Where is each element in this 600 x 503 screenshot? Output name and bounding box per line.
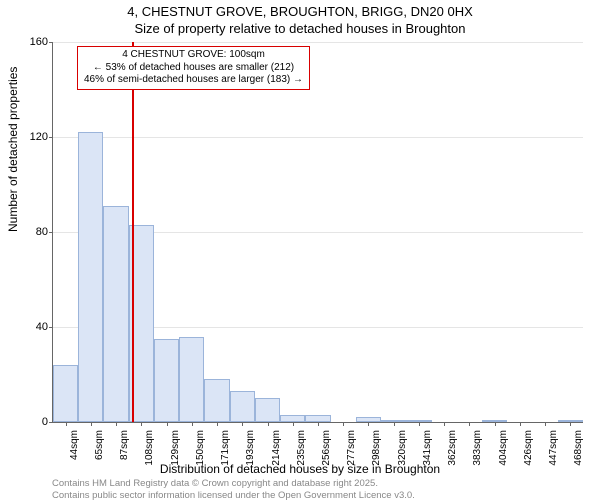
- ytick-label: 120: [18, 131, 48, 143]
- xtick-mark: [520, 422, 521, 426]
- annotation-l3: 46% of semi-detached houses are larger (…: [84, 74, 303, 87]
- annotation-box: 4 CHESTNUT GROVE: 100sqm ← 53% of detach…: [77, 46, 310, 90]
- bar: [179, 337, 204, 423]
- xtick-mark: [545, 422, 546, 426]
- xtick-label: 383sqm: [472, 430, 483, 466]
- xtick-label: 87sqm: [119, 430, 130, 460]
- xtick-mark: [318, 422, 319, 426]
- bar: [204, 379, 229, 422]
- xtick-mark: [192, 422, 193, 426]
- xtick-label: 108sqm: [144, 430, 155, 466]
- xtick-label: 468sqm: [573, 430, 584, 466]
- xtick-label: 404sqm: [498, 430, 509, 466]
- xtick-label: 129sqm: [170, 430, 181, 466]
- bar: [305, 415, 330, 422]
- xtick-label: 426sqm: [523, 430, 534, 466]
- xtick-mark: [293, 422, 294, 426]
- xtick-mark: [343, 422, 344, 426]
- ytick-label: 40: [18, 321, 48, 333]
- title-line2: Size of property relative to detached ho…: [0, 21, 600, 38]
- xtick-mark: [116, 422, 117, 426]
- ytick-label: 0: [18, 416, 48, 428]
- ytick-label: 80: [18, 226, 48, 238]
- xtick-mark: [242, 422, 243, 426]
- xtick-label: 256sqm: [321, 430, 332, 466]
- y-axis-label: Number of detached properties: [6, 67, 20, 232]
- xtick-mark: [444, 422, 445, 426]
- xtick-label: 320sqm: [397, 430, 408, 466]
- xtick-label: 44sqm: [69, 430, 80, 460]
- bar: [230, 391, 255, 422]
- xtick-mark: [268, 422, 269, 426]
- xtick-label: 214sqm: [271, 430, 282, 466]
- bar: [53, 365, 78, 422]
- xtick-mark: [495, 422, 496, 426]
- xtick-label: 298sqm: [371, 430, 382, 466]
- reference-line: [132, 42, 134, 422]
- xtick-label: 193sqm: [245, 430, 256, 466]
- ytick-mark: [49, 232, 53, 233]
- attr-l2: Contains public sector information licen…: [52, 490, 415, 502]
- bar: [255, 398, 280, 422]
- histogram-chart: 4, CHESTNUT GROVE, BROUGHTON, BRIGG, DN2…: [0, 0, 600, 500]
- annotation-l2: ← 53% of detached houses are smaller (21…: [84, 62, 303, 75]
- xtick-label: 362sqm: [447, 430, 458, 466]
- chart-title: 4, CHESTNUT GROVE, BROUGHTON, BRIGG, DN2…: [0, 4, 600, 38]
- xtick-label: 277sqm: [346, 430, 357, 466]
- xtick-mark: [368, 422, 369, 426]
- xtick-mark: [469, 422, 470, 426]
- title-line1: 4, CHESTNUT GROVE, BROUGHTON, BRIGG, DN2…: [0, 4, 600, 21]
- xtick-mark: [217, 422, 218, 426]
- attr-l1: Contains HM Land Registry data © Crown c…: [52, 478, 415, 490]
- bar: [280, 415, 305, 422]
- xtick-label: 447sqm: [548, 430, 559, 466]
- xtick-label: 171sqm: [220, 430, 231, 466]
- x-axis-label: Distribution of detached houses by size …: [0, 462, 600, 476]
- ytick-mark: [49, 327, 53, 328]
- xtick-label: 235sqm: [296, 430, 307, 466]
- ytick-label: 160: [18, 36, 48, 48]
- xtick-mark: [394, 422, 395, 426]
- ytick-mark: [49, 137, 53, 138]
- plot-area: 4 CHESTNUT GROVE: 100sqm ← 53% of detach…: [52, 42, 583, 423]
- xtick-mark: [141, 422, 142, 426]
- xtick-mark: [91, 422, 92, 426]
- annotation-l1: 4 CHESTNUT GROVE: 100sqm: [84, 49, 303, 62]
- xtick-label: 341sqm: [422, 430, 433, 466]
- bar: [154, 339, 179, 422]
- xtick-mark: [66, 422, 67, 426]
- xtick-label: 150sqm: [195, 430, 206, 466]
- xtick-label: 65sqm: [94, 430, 105, 460]
- xtick-mark: [419, 422, 420, 426]
- attribution: Contains HM Land Registry data © Crown c…: [52, 478, 415, 503]
- bar: [103, 206, 128, 422]
- xtick-mark: [167, 422, 168, 426]
- bar: [78, 132, 103, 422]
- xtick-mark: [570, 422, 571, 426]
- ytick-mark: [49, 42, 53, 43]
- ytick-mark: [49, 422, 53, 423]
